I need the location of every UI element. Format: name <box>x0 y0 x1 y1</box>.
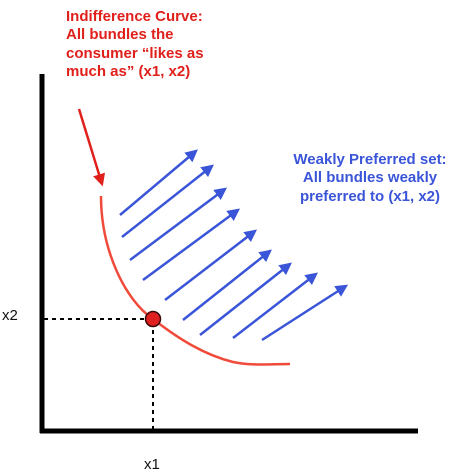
x1-axis-label: x1 <box>144 456 160 473</box>
preferred-arrow <box>164 229 257 301</box>
indifference-curve <box>99 195 291 366</box>
preferred-arrow <box>121 164 214 238</box>
preferred-label-line: Weakly Preferred set: <box>293 151 447 168</box>
indifference-label-line: Indifference Curve: <box>66 8 203 25</box>
indifference-label-line: All bundles the <box>66 26 174 44</box>
preferred-arrow <box>142 208 241 282</box>
indifference-curve-label: Indifference Curve: All bundles the cons… <box>66 8 204 81</box>
indifference-label-line: much as” (x1, x2) <box>66 62 191 80</box>
preferred-arrow <box>182 249 272 321</box>
preferred-arrow <box>232 272 318 339</box>
indifference-label-line: consumer “likes as <box>66 44 204 62</box>
pointer-arrow <box>77 108 106 187</box>
preferred-arrow <box>199 262 292 336</box>
bundle-point <box>144 310 162 328</box>
preferred-arrow <box>129 187 228 262</box>
preferred-label-line: All bundles weakly <box>302 169 438 187</box>
preferred-arrows <box>119 149 349 342</box>
x2-axis-label: x2 <box>2 307 18 324</box>
preferred-arrow <box>119 149 198 216</box>
preferred-label-line: preferred to (x1, x2) <box>299 187 441 205</box>
preferred-set-label: Weakly Preferred set: All bundles weakly… <box>280 151 460 206</box>
preferred-arrow <box>261 284 349 342</box>
